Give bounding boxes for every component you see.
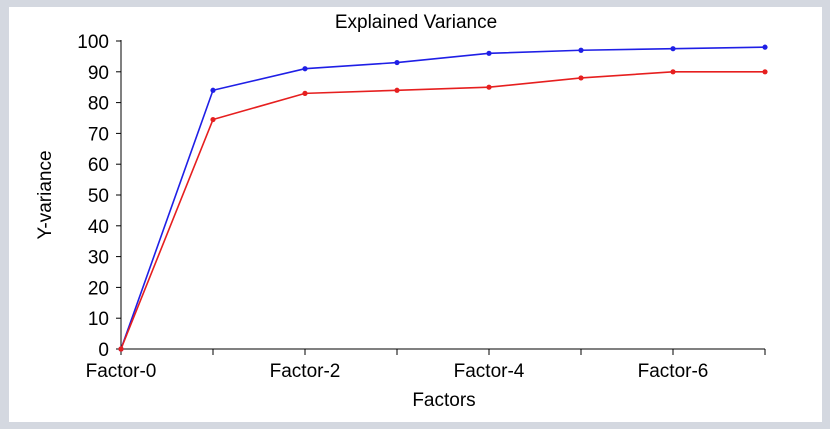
x-tick-label: Factor-2 bbox=[270, 361, 341, 382]
data-point bbox=[118, 346, 124, 352]
data-point bbox=[394, 87, 400, 93]
y-tick-label: 20 bbox=[88, 278, 109, 299]
data-point bbox=[302, 90, 308, 96]
y-tick-label: 70 bbox=[88, 124, 109, 145]
series-2 bbox=[118, 69, 768, 352]
chart-panel bbox=[9, 7, 822, 422]
data-point bbox=[578, 75, 584, 81]
data-point bbox=[670, 69, 676, 75]
data-point bbox=[210, 116, 216, 123]
y-axis-title: Y-variance bbox=[35, 150, 56, 239]
axes: 0 10 20 30 40 50 60 70 80 90 100 Factor-0 Factor-2 Fa… bbox=[77, 32, 766, 382]
chart-title: Explained Variance bbox=[335, 12, 497, 33]
series-line bbox=[120, 71, 765, 350]
data-point bbox=[762, 69, 768, 75]
data-point bbox=[486, 50, 492, 56]
x-axis-title: Factors bbox=[412, 390, 475, 411]
data-point bbox=[762, 44, 768, 50]
y-tick-label: 50 bbox=[88, 186, 109, 207]
y-tick-label: 80 bbox=[88, 94, 109, 115]
y-tick-label: 90 bbox=[88, 63, 109, 84]
y-tick-label: 40 bbox=[88, 217, 109, 238]
series-layer bbox=[118, 44, 768, 352]
data-point bbox=[394, 59, 400, 66]
y-tick-label: 100 bbox=[77, 32, 109, 53]
series-1 bbox=[118, 44, 768, 352]
data-point bbox=[486, 84, 492, 90]
data-point bbox=[670, 46, 676, 52]
x-tick-label: Factor-4 bbox=[454, 361, 525, 382]
y-tick-label: 60 bbox=[88, 155, 109, 176]
y-tick-label: 10 bbox=[88, 309, 109, 330]
y-tick-label: 0 bbox=[98, 340, 109, 361]
x-tick-label: Factor-6 bbox=[638, 361, 709, 382]
data-point bbox=[210, 87, 216, 93]
series-line bbox=[120, 46, 766, 350]
data-point bbox=[578, 47, 584, 53]
x-tick-label: Factor-0 bbox=[86, 361, 157, 382]
data-point bbox=[302, 66, 308, 72]
y-tick-label: 30 bbox=[88, 248, 109, 269]
